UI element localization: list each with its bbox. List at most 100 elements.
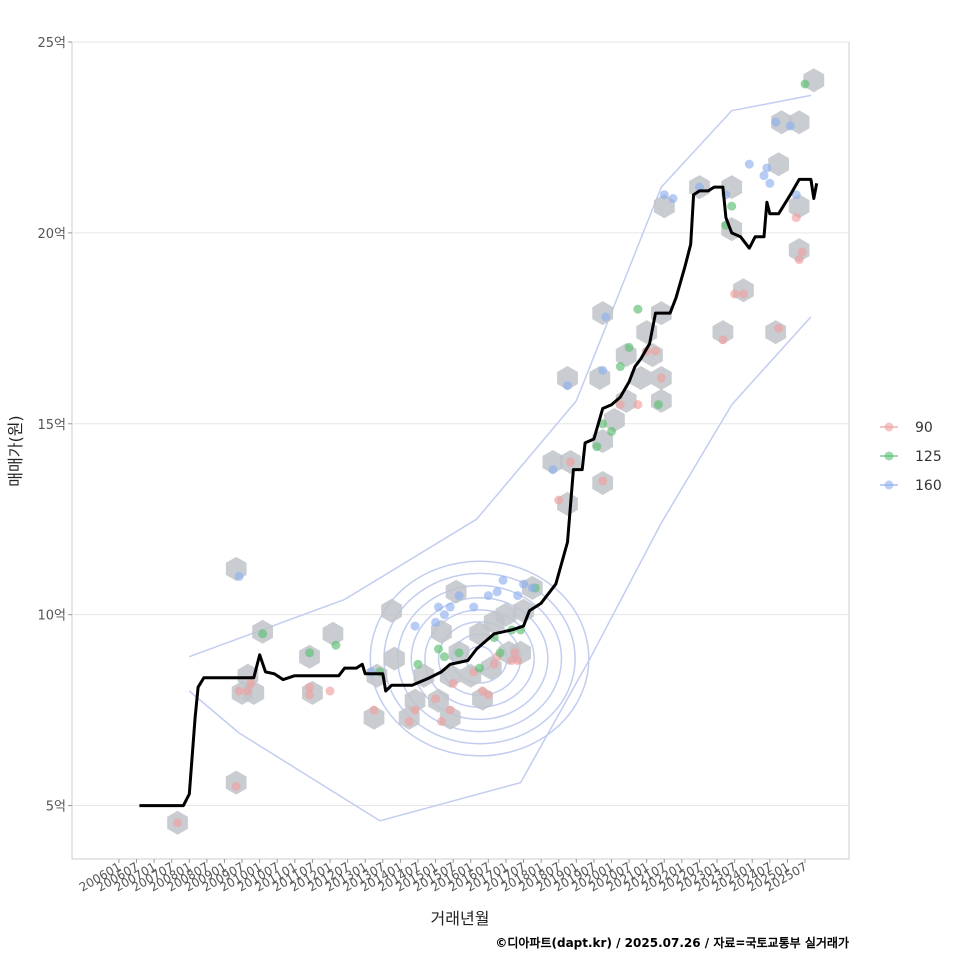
point-90-18 [489, 659, 499, 669]
legend: 90 125 160 [880, 420, 942, 494]
point-90-3 [243, 686, 253, 696]
hexbin-41 [604, 408, 625, 432]
point-160-7 [454, 591, 464, 601]
point-160-8 [469, 602, 479, 612]
point-90-13 [445, 705, 455, 715]
y-tick-label-3: 20억 [37, 227, 66, 242]
hexbin-36 [557, 366, 578, 390]
point-160-18 [601, 312, 611, 322]
y-tick-label-4: 25억 [37, 36, 66, 51]
point-90-23 [554, 495, 564, 505]
y-tick-label-1: 10억 [37, 609, 66, 624]
point-125-8 [475, 663, 485, 673]
point-125-17 [615, 362, 625, 372]
point-90-32 [730, 289, 740, 299]
hexbin-44 [630, 366, 652, 390]
point-125-16 [607, 426, 617, 436]
legend-swatch-125 [884, 451, 894, 461]
point-90-21 [510, 648, 520, 658]
point-160-20 [668, 194, 678, 204]
point-90-12 [436, 717, 446, 727]
point-90-33 [738, 289, 748, 299]
scatter-points [173, 79, 810, 828]
point-90-2 [234, 686, 244, 696]
y-tick-label-0: 5억 [46, 800, 66, 815]
point-90-30 [656, 373, 666, 383]
point-125-10 [495, 648, 505, 658]
hexbin-12 [381, 598, 402, 623]
legend-label-90: 90 [915, 420, 933, 436]
density-contour-1 [383, 572, 576, 745]
legend-label-160: 160 [915, 478, 942, 494]
point-90-35 [791, 213, 801, 223]
point-125-18 [624, 342, 634, 352]
point-90-5 [304, 690, 314, 700]
point-90-34 [774, 323, 784, 333]
point-125-4 [413, 659, 423, 669]
point-90-25 [598, 476, 608, 486]
density-contour-0 [369, 560, 590, 757]
point-90-31 [718, 335, 728, 345]
point-90-22 [513, 655, 523, 665]
plot-frame [71, 41, 850, 860]
density-envelope-lower [188, 316, 812, 822]
point-125-22 [727, 201, 737, 211]
point-90-24 [565, 457, 575, 467]
point-90-9 [404, 717, 414, 727]
x-axis-title: 거래년월 [431, 909, 490, 928]
point-125-2 [331, 640, 341, 650]
point-125-5 [434, 644, 444, 654]
point-160-4 [434, 602, 444, 612]
point-90-1 [231, 781, 241, 791]
legend-swatch-160 [884, 480, 894, 490]
legend-swatch-90 [884, 422, 894, 432]
hexbin-28 [495, 602, 517, 627]
hexbin-52 [712, 320, 734, 345]
point-125-7 [454, 648, 464, 658]
point-90-27 [633, 400, 643, 410]
point-90-36 [794, 255, 804, 265]
point-160-9 [483, 591, 493, 601]
point-125-6 [439, 652, 449, 662]
point-160-12 [513, 591, 523, 601]
point-90-6 [304, 682, 314, 692]
y-axis-title: 매매가(원) [6, 415, 25, 486]
point-90-14 [448, 678, 458, 688]
trend-line-layer [139, 177, 819, 808]
hexbin-13 [384, 646, 405, 671]
point-160-16 [563, 381, 573, 391]
hexbin-15 [404, 688, 426, 713]
point-160-25 [762, 163, 772, 173]
hexbin-31 [513, 598, 534, 623]
density-envelope-upper [189, 94, 812, 658]
gridlines [72, 41, 849, 807]
source-caption: ©디아파트(dapt.kr) / 2025.07.26 / 자료=국토교통부 실… [495, 935, 849, 950]
point-90-8 [369, 705, 379, 715]
point-160-28 [785, 121, 795, 131]
point-125-19 [633, 304, 643, 314]
point-90-11 [431, 694, 441, 704]
legend-label-125: 125 [915, 449, 942, 465]
point-90-37 [797, 247, 807, 257]
point-90-29 [650, 346, 660, 356]
point-160-0 [234, 571, 244, 581]
point-160-19 [659, 190, 669, 200]
point-125-23 [800, 79, 810, 89]
point-160-17 [598, 365, 608, 375]
point-160-29 [791, 190, 801, 200]
point-160-6 [445, 602, 455, 612]
density-contour-3 [410, 596, 549, 721]
point-160-13 [519, 579, 529, 589]
point-90-0 [173, 818, 183, 828]
x-axis-ticks: 2006012006072007012007072008012008072009… [77, 859, 810, 895]
hexbin-9 [322, 621, 344, 646]
point-160-14 [527, 583, 537, 593]
point-160-26 [765, 178, 775, 188]
point-90-7 [325, 686, 335, 696]
point-160-23 [744, 159, 754, 169]
point-90-26 [615, 400, 625, 410]
point-160-15 [548, 465, 558, 475]
point-160-24 [759, 171, 769, 181]
point-160-11 [498, 575, 508, 585]
